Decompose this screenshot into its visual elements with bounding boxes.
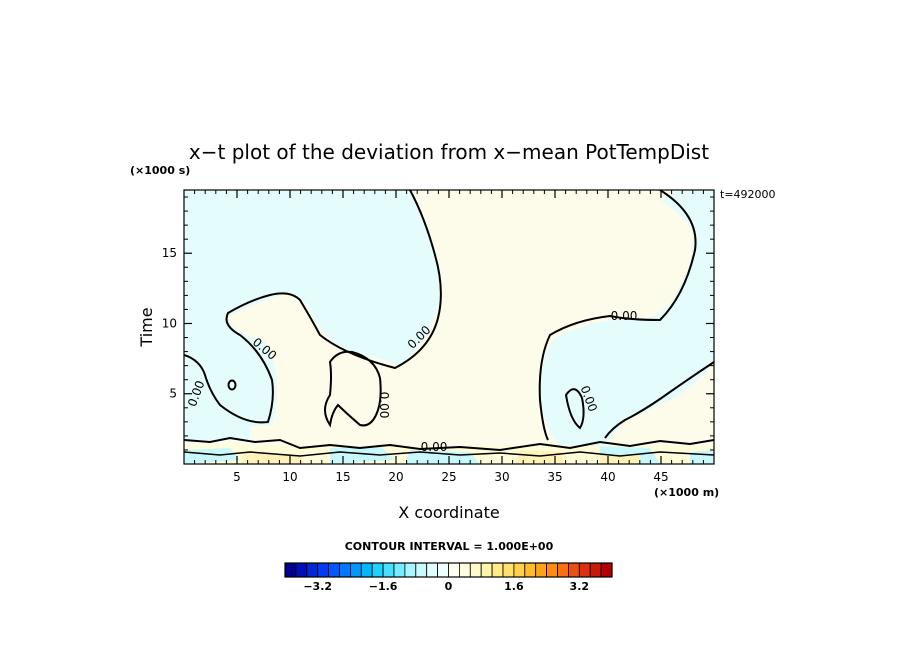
colorbar-swatch xyxy=(349,562,362,578)
chart-title: x−t plot of the deviation from x−mean Po… xyxy=(189,140,709,164)
colorbar-swatch xyxy=(480,562,493,578)
colorbar-swatch xyxy=(578,562,591,578)
x-tick-label: 5 xyxy=(233,470,241,484)
colorbar-swatch xyxy=(513,562,526,578)
contour-label-5: 0.00 xyxy=(377,392,391,419)
y-unit-label: (×1000 s) xyxy=(130,164,190,177)
y-axis-label: Time xyxy=(137,307,156,347)
colorbar-swatch xyxy=(393,562,406,578)
colorbar-tick-label: −1.6 xyxy=(369,580,398,593)
contour-interval-text: CONTOUR INTERVAL = 1.000E+00 xyxy=(345,540,554,553)
x-ticks: 5 10 15 20 25 30 35 40 45 xyxy=(233,190,669,484)
contour-line-bottom-band xyxy=(184,436,714,452)
negative-region-upper-right xyxy=(540,190,714,448)
colorbar-swatch xyxy=(589,562,602,578)
colorbar-tick-label: 1.6 xyxy=(504,580,524,593)
negative-pocket-left xyxy=(184,355,250,440)
contour-label-7: 0.00 xyxy=(421,440,448,454)
bottom-band-blue-patches xyxy=(184,446,714,464)
x-tick-label: 15 xyxy=(335,470,350,484)
colorbar-swatch xyxy=(524,562,537,578)
colorbar-swatch xyxy=(339,562,351,578)
colorbar-swatch xyxy=(469,562,482,578)
contour-small-loop xyxy=(227,379,237,391)
time-stamp: t=492000 xyxy=(720,188,776,201)
colorbar-swatch xyxy=(328,562,340,578)
x-tick-label: 40 xyxy=(600,470,615,484)
contour-line-right-lower xyxy=(604,361,714,439)
colorbar-swatch xyxy=(360,562,373,578)
colorbar-swatch xyxy=(415,562,428,578)
colorbar-swatch xyxy=(502,562,515,578)
colorbar-frame xyxy=(284,562,613,578)
contour-label-3: 0.00 xyxy=(611,309,638,323)
colorbar-swatch xyxy=(600,562,613,578)
colorbar-swatch xyxy=(306,562,319,578)
colorbar-swatch xyxy=(317,562,330,578)
colorbar-swatch xyxy=(284,562,297,578)
contour-line-left xyxy=(184,190,442,424)
contour-line-pocket xyxy=(324,350,382,428)
colorbar-tick-label: 3.2 xyxy=(570,580,590,593)
y-minor-ticks xyxy=(184,196,714,451)
x-minor-ticks xyxy=(194,190,704,464)
colorbar-swatch xyxy=(437,562,449,578)
colorbar-tick-labels: −3.2 −1.6 0 1.6 3.2 xyxy=(303,580,589,593)
negative-region-upper-left xyxy=(184,190,440,430)
x-tick-label: 30 xyxy=(494,470,509,484)
colorbar-swatch xyxy=(371,562,384,578)
colorbar-swatch xyxy=(568,562,580,578)
x-tick-label: 35 xyxy=(547,470,562,484)
colorbar-swatch xyxy=(382,562,395,578)
contour-line-right xyxy=(538,190,697,441)
colorbar-tick-label: −3.2 xyxy=(303,580,332,593)
colorbar-swatch xyxy=(458,562,471,578)
x-tick-label: 45 xyxy=(653,470,668,484)
colorbar-swatch xyxy=(535,562,548,578)
colorbar-swatch xyxy=(404,562,417,578)
y-tick-label: 5 xyxy=(169,387,177,401)
x-unit-label: (×1000 m) xyxy=(654,486,719,499)
x-tick-label: 10 xyxy=(282,470,297,484)
y-ticks: 5 10 15 xyxy=(162,246,714,401)
colorbar-swatch xyxy=(491,562,504,578)
colorbar-tick-label: 0 xyxy=(445,580,453,593)
x-axis-label: X coordinate xyxy=(398,503,499,522)
plot-area: 0.00 0.00 0.00 0.00 0.00 0.00 0.00 xyxy=(184,190,714,464)
y-tick-label: 15 xyxy=(162,246,177,260)
bottom-band-yellow-patches xyxy=(240,450,640,464)
x-tick-label: 20 xyxy=(388,470,403,484)
colorbar xyxy=(284,562,613,578)
x-tick-label: 25 xyxy=(441,470,456,484)
colorbar-swatch xyxy=(557,562,569,578)
contour-line-bottom-band-2 xyxy=(184,451,714,457)
colorbar-swatch xyxy=(448,562,460,578)
colorbar-swatch xyxy=(546,562,558,578)
contour-lines xyxy=(184,190,714,457)
contour-loop-right-small xyxy=(564,388,585,430)
colorbar-swatch xyxy=(426,562,439,578)
y-tick-label: 10 xyxy=(162,316,177,330)
colorbar-swatch xyxy=(295,562,308,578)
